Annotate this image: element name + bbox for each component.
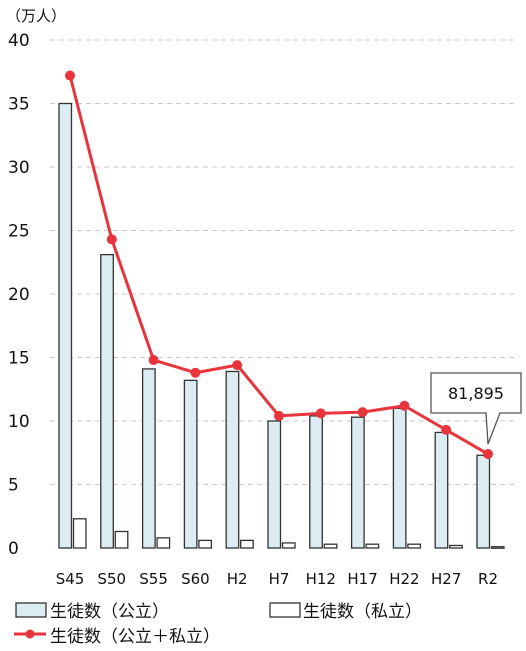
- bar-private: [72, 518, 87, 549]
- bar-public: [476, 454, 491, 549]
- y-tick-label: 25: [8, 222, 30, 242]
- callout: 81,895: [430, 372, 522, 445]
- bar-private: [281, 542, 296, 549]
- y-unit-label: （万人）: [6, 7, 66, 25]
- x-tick-label: H17: [347, 570, 377, 588]
- x-tick-label: S45: [56, 570, 85, 588]
- legend-public-label: 生徒数（公立）: [50, 602, 169, 622]
- x-tick-label: H27: [431, 570, 461, 588]
- x-tick-label: H12: [306, 570, 336, 588]
- bar-private: [114, 530, 129, 549]
- callout-text: 81,895: [448, 384, 504, 403]
- bar-public: [100, 253, 114, 549]
- total-point: [190, 367, 201, 378]
- bar-private: [240, 539, 254, 549]
- bar-private: [323, 543, 338, 549]
- y-axis-ticks: 0 5 10 15 20 25 30 35 40: [8, 31, 30, 559]
- bar-public: [58, 102, 73, 549]
- bars: [58, 102, 505, 549]
- total-line: [65, 70, 493, 460]
- y-tick-label: 10: [8, 412, 30, 432]
- x-tick-label: S50: [97, 570, 126, 588]
- y-tick-label: 35: [8, 95, 30, 115]
- total-point: [399, 400, 410, 411]
- bar-public: [434, 431, 449, 549]
- total-point: [357, 407, 368, 418]
- total-line-path: [68, 75, 489, 456]
- x-tick-label: S60: [181, 570, 210, 588]
- total-point: [315, 408, 326, 419]
- bar-private: [365, 543, 380, 549]
- legend-public-swatch: [15, 602, 47, 618]
- legend: 生徒数（公立） 生徒数（私立） 生徒数（公立＋私立）: [14, 602, 422, 647]
- bar-public: [350, 416, 365, 549]
- x-tick-label: R2: [478, 570, 498, 588]
- x-tick-label: H2: [227, 570, 248, 588]
- x-tick-label: H22: [389, 570, 419, 588]
- legend-private-swatch: [269, 602, 301, 618]
- bar-private: [490, 546, 505, 549]
- y-tick-label: 5: [8, 476, 19, 496]
- y-tick-label: 0: [8, 539, 19, 559]
- y-tick-label: 40: [8, 31, 30, 51]
- y-tick-label: 20: [8, 285, 30, 305]
- y-tick-label: 30: [8, 158, 30, 178]
- bar-private: [198, 539, 213, 549]
- bar-private: [449, 544, 463, 549]
- y-tick-label: 15: [8, 349, 30, 369]
- total-point: [483, 449, 493, 460]
- total-point: [232, 360, 243, 371]
- bar-public: [267, 420, 282, 549]
- legend-total-label: 生徒数（公立＋私立）: [50, 627, 220, 647]
- bar-private: [407, 543, 422, 549]
- legend-total-marker: [25, 629, 35, 639]
- total-point: [274, 410, 284, 421]
- total-point: [148, 355, 159, 366]
- bar-public: [183, 379, 198, 549]
- bar-public: [392, 407, 407, 549]
- x-tick-label: S55: [139, 570, 168, 588]
- callout-box: [430, 372, 522, 445]
- bar-public: [309, 415, 323, 549]
- total-point: [441, 424, 452, 435]
- bar-public: [141, 368, 156, 549]
- bar-public: [225, 370, 240, 549]
- x-axis-ticks: S45 S50 S55 S60 H2 H7 H12 H17 H22 H27 R2: [56, 570, 498, 588]
- x-tick-label: H7: [269, 570, 290, 588]
- total-point: [65, 70, 75, 81]
- total-point: [106, 234, 117, 245]
- legend-private-label: 生徒数（私立）: [303, 602, 422, 622]
- bar-private: [156, 537, 171, 549]
